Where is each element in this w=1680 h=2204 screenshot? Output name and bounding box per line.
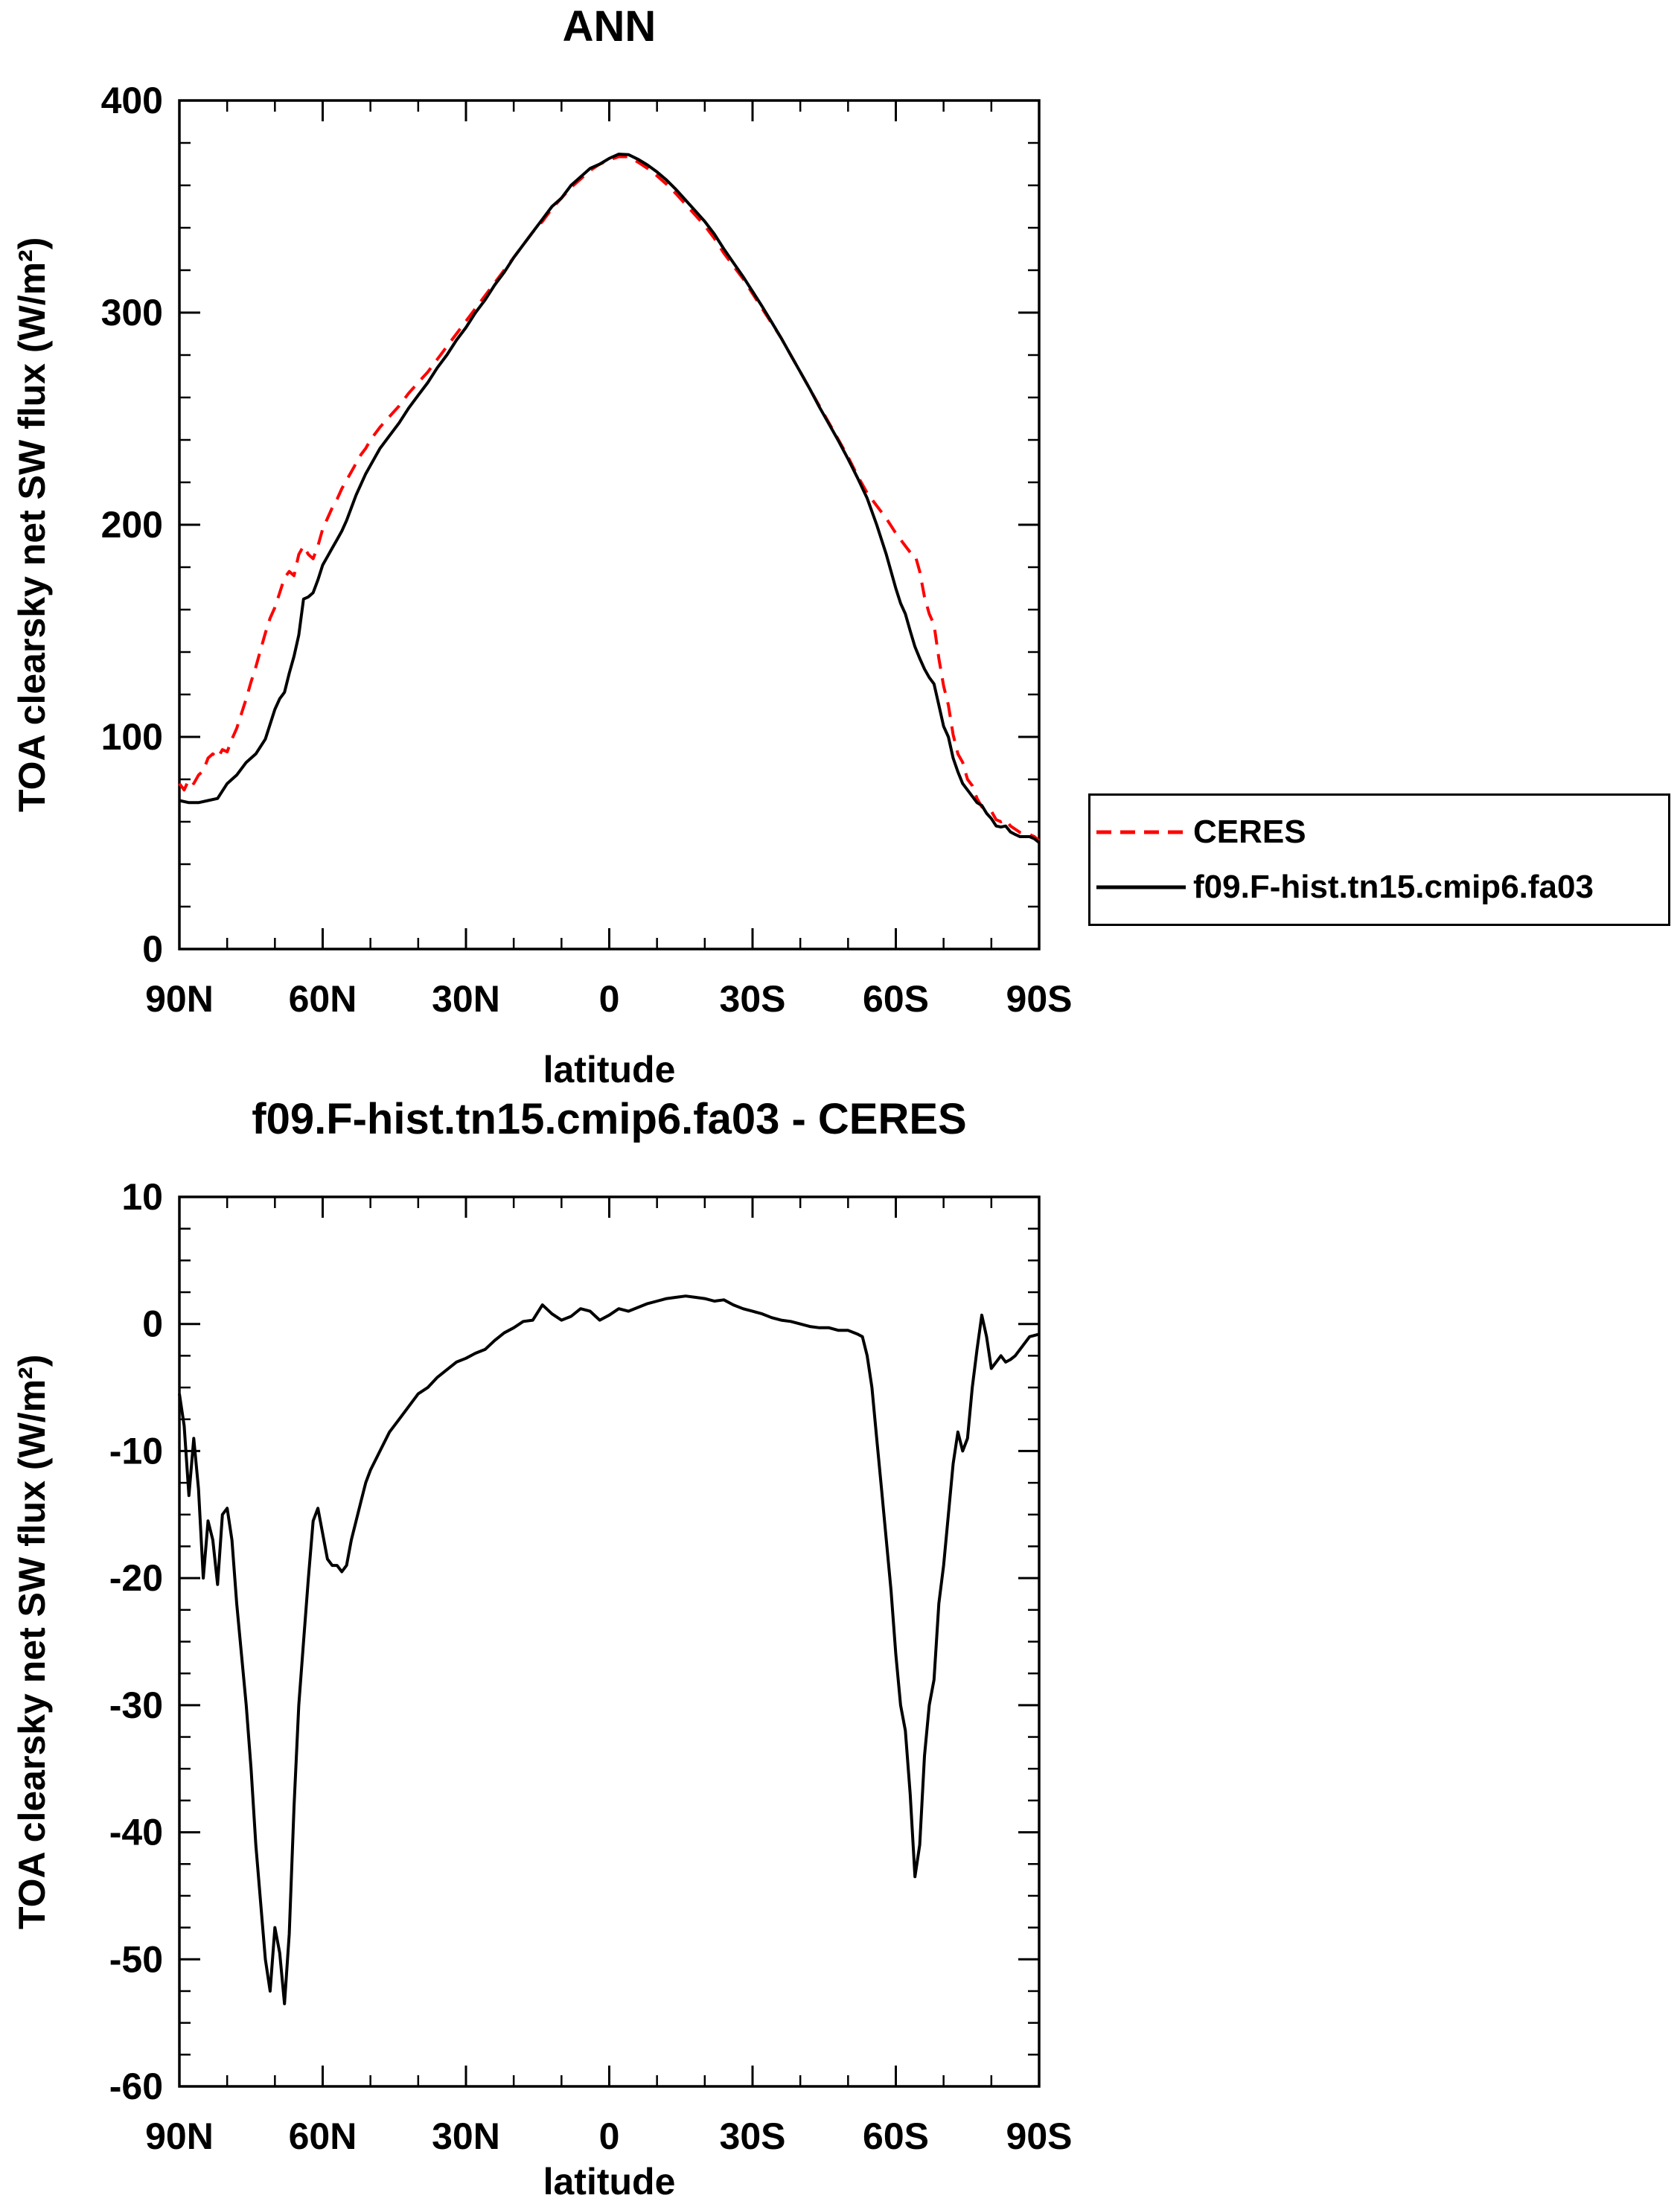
y-tick-label: -60 [109, 2066, 163, 2107]
y-tick-label: -10 [109, 1430, 163, 1472]
y-tick-label: 400 [101, 80, 163, 121]
y-tick-label: 200 [101, 504, 163, 546]
bottom-chart-title: f09.F-hist.tn15.cmip6.fa03 - CERES [252, 1095, 967, 1143]
x-tick-label: 60S [863, 978, 929, 1020]
bottom-chart-x-axis-label: latitude [543, 2161, 676, 2203]
y-tick-label: -20 [109, 1557, 163, 1599]
y-tick-label: -30 [109, 1684, 163, 1726]
y-tick-label: 0 [142, 1303, 163, 1345]
bottom-chart-y-axis-label: TOA clearsky net SW flux (W/m²) [11, 1354, 53, 1929]
x-tick-label: 60N [289, 2115, 357, 2157]
plot-0: 90N 60N 30N 0 30S 60S 90S 0 100 200 300 400 [101, 80, 1073, 1020]
y-tick-label: 300 [101, 292, 163, 333]
legend: CERES f09.F-hist.tn15.cmip6.fa03 [1088, 793, 1670, 926]
legend-label-ceres: CERES [1193, 814, 1306, 850]
x-tick-label: 30N [432, 2115, 500, 2157]
x-tick-label: 30S [720, 978, 786, 1020]
x-tick-label: 0 [599, 2115, 620, 2157]
x-tick-label: 30S [720, 2115, 786, 2157]
top-chart-title: ANN [562, 2, 657, 51]
series-f09-f-hist-tn15-cmip6-fa03-ceres [178, 1294, 1040, 2005]
top-chart-x-axis-label: latitude [543, 1049, 676, 1090]
y-tick-label: -40 [109, 1812, 163, 1853]
x-tick-label: 60S [863, 2115, 929, 2157]
legend-row-ceres: CERES [1096, 814, 1668, 851]
plot-1: 90N 60N 30N 0 30S 60S 90S 10 0 -10 -20 -30 -40 -50 -60 [109, 1176, 1073, 2157]
x-tick-label: 90N [145, 978, 214, 1020]
ceres-dashed-line-sample [1096, 830, 1186, 834]
model-solid-line-sample [1096, 885, 1186, 889]
top-chart-y-axis-label: TOA clearsky net SW flux (W/m²) [11, 237, 53, 813]
x-tick-label: 90N [145, 2115, 214, 2157]
series-ceres [178, 155, 1041, 843]
y-tick-label: 100 [101, 716, 163, 758]
y-tick-label: 0 [142, 928, 163, 970]
x-tick-label: 90S [1006, 978, 1073, 1020]
y-tick-label: -50 [109, 1938, 163, 1980]
x-tick-label: 90S [1006, 2115, 1073, 2157]
legend-label-model: f09.F-hist.tn15.cmip6.fa03 [1193, 869, 1594, 905]
series-f09-f-hist-tn15-cmip6-fa03 [179, 153, 1041, 844]
legend-row-model: f09.F-hist.tn15.cmip6.fa03 [1096, 869, 1668, 906]
x-tick-label: 60N [289, 978, 357, 1020]
y-tick-label: 10 [121, 1176, 163, 1218]
x-tick-label: 30N [432, 978, 500, 1020]
x-tick-label: 0 [599, 978, 620, 1020]
